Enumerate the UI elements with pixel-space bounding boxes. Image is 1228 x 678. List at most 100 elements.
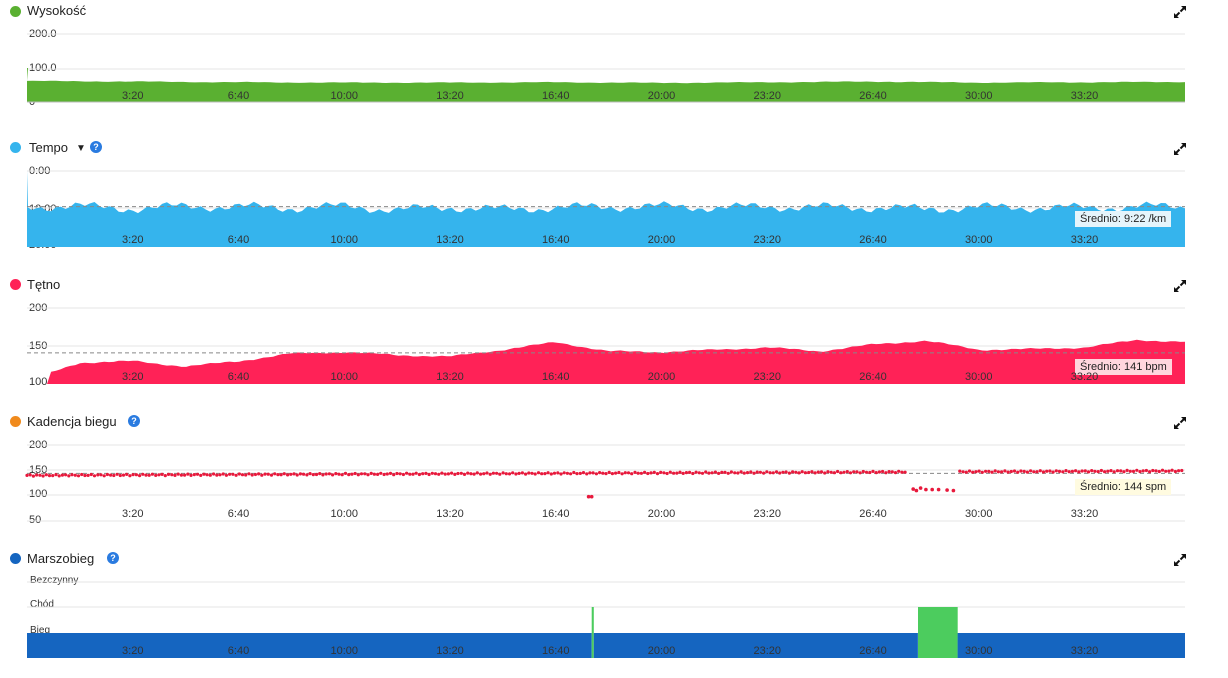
cadence-point [382, 472, 386, 477]
cadence-point [800, 470, 804, 474]
cadence-point [610, 472, 615, 476]
cadence-point [974, 470, 978, 474]
cadence-point [250, 473, 254, 477]
cadence-point [620, 472, 624, 476]
cadence-point [684, 471, 689, 475]
cadence-point [450, 471, 454, 475]
cadence-point [694, 470, 698, 474]
cadence-point [128, 474, 132, 478]
cadence-point [51, 474, 55, 478]
cadence-point [639, 471, 644, 475]
cadence-point [276, 473, 280, 477]
cadence-point [1057, 469, 1062, 473]
cadence-point [1041, 470, 1046, 474]
help-icon[interactable]: ? [107, 552, 119, 564]
help-icon[interactable]: ? [90, 141, 102, 153]
expand-icon[interactable] [1172, 4, 1188, 20]
cadence-point [839, 471, 843, 475]
cadence-point [911, 487, 915, 491]
expand-icon[interactable] [1172, 415, 1188, 431]
cadence-point [784, 470, 788, 474]
cadence-point [655, 472, 660, 476]
cadence-point [417, 472, 421, 477]
x-tick-label: 3:20 [122, 234, 144, 246]
cadence-point [1016, 470, 1020, 474]
cadence-point [257, 472, 261, 476]
run-walk-segment [27, 633, 592, 658]
x-tick-label: 6:40 [227, 645, 250, 657]
cadence-point [221, 472, 225, 476]
cadence-point [25, 473, 29, 477]
cadence-point [980, 470, 984, 474]
cadence-point [491, 471, 495, 475]
heart-rate-title: Tętno [27, 277, 61, 292]
x-tick-label: 26:40 [859, 234, 887, 246]
cadence-point [379, 471, 383, 475]
cadence-point [936, 487, 941, 492]
cadence-point [195, 472, 200, 476]
cadence-point [552, 471, 557, 475]
cadence-point [224, 473, 228, 477]
cadence-point [794, 470, 798, 474]
cadence-point [218, 473, 222, 477]
cadence-point [372, 472, 376, 476]
x-tick-label: 33:20 [1070, 508, 1099, 520]
cadence-point [321, 473, 325, 477]
cadence-point [977, 469, 981, 473]
cadence-point [92, 474, 97, 478]
cadence-point [691, 471, 695, 476]
cadence-point [292, 472, 296, 476]
expand-icon[interactable] [1172, 141, 1188, 157]
cadence-point [652, 470, 656, 474]
cadence-point [1112, 470, 1116, 474]
help-icon[interactable]: ? [128, 415, 140, 427]
heart-rate-average-badge: Średnio: 141 bpm [1075, 359, 1172, 375]
cadence-point [80, 472, 84, 477]
cadence-point [498, 472, 502, 476]
cadence-point [1064, 469, 1068, 473]
cadence-point [607, 470, 611, 474]
altitude-area [27, 68, 1185, 102]
cadence-point [1141, 469, 1145, 473]
cadence-point [897, 469, 901, 473]
x-tick-label: 6:40 [227, 371, 250, 383]
x-tick-label: 10:00 [330, 90, 359, 102]
cadence-point [678, 470, 682, 474]
cadence-point [186, 472, 190, 476]
cadence-point [340, 473, 344, 477]
cadence-point [1080, 469, 1084, 473]
cadence-point [1070, 469, 1074, 473]
cadence-point [260, 473, 264, 477]
cadence-point [507, 472, 512, 476]
expand-icon[interactable] [1172, 278, 1188, 294]
cadence-point [704, 470, 708, 474]
cadence-point [166, 472, 171, 476]
cadence-point [1167, 469, 1171, 473]
pace-area [27, 171, 1185, 247]
cadence-point [762, 471, 766, 475]
dropdown-caret-icon[interactable]: ▼ [76, 143, 86, 154]
cadence-point [327, 472, 331, 476]
cadence-point [273, 472, 277, 476]
cadence-point [266, 472, 270, 476]
cadence-point [437, 472, 441, 476]
cadence-point [819, 470, 824, 474]
cadence-point [1067, 470, 1071, 474]
cadence-point [1054, 469, 1058, 473]
cadence-point [569, 472, 573, 476]
cadence-point [414, 471, 418, 475]
cadence-point [710, 471, 714, 475]
cadence-point [202, 472, 206, 476]
x-tick-label: 6:40 [227, 90, 250, 102]
cadence-point [305, 473, 309, 477]
cadence-point [765, 470, 769, 474]
cadence-point [586, 494, 591, 499]
cadence-point [170, 473, 174, 477]
y-tick: 50 [29, 514, 42, 526]
cadence-point [810, 470, 814, 474]
cadence-point [884, 471, 888, 475]
expand-icon[interactable] [1172, 552, 1188, 568]
cadence-point [668, 470, 672, 474]
cadence-point [924, 487, 928, 492]
cadence-point [314, 472, 319, 477]
